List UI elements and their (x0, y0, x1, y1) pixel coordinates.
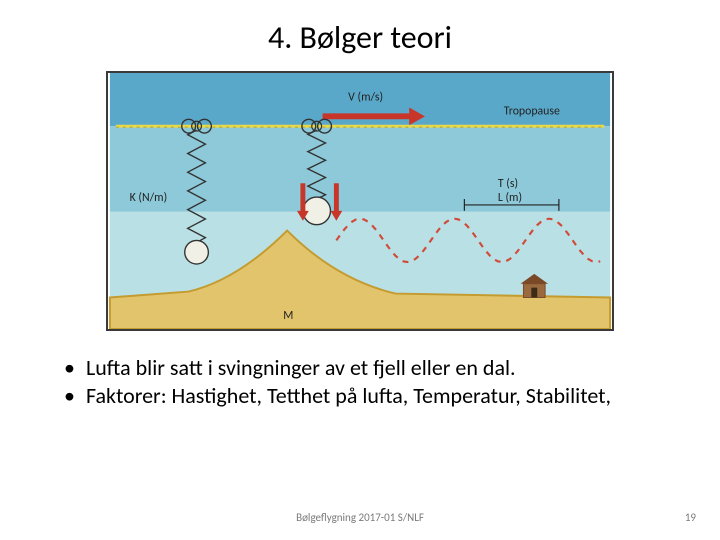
bullet-item: Lufta blir satt i svingninger av et fjel… (64, 355, 674, 381)
period-label: T (s) (498, 177, 518, 191)
footer-text: Bølgeflygning 2017-01 S/NLF (0, 511, 720, 524)
page-number: 19 (685, 511, 696, 524)
spring-constant-label: K (N/m) (130, 191, 168, 205)
slide-title: 4. Bølger teori (36, 18, 684, 57)
wavelength-label: L (m) (498, 191, 522, 205)
slide: 4. Bølger teori V (m/s) Tropopause K (N/m)… (0, 0, 720, 540)
diagram-svg: V (m/s) Tropopause K (N/m) M T (s)L (m) (108, 73, 612, 329)
bullet-item: Faktorer: Hastighet, Tetthet på lufta, T… (64, 383, 674, 409)
mass-label: M (283, 309, 293, 323)
bullet-list: Lufta blir satt i svingninger av et fjel… (64, 355, 674, 409)
velocity-label: V (m/s) (348, 91, 383, 105)
tropopause-label: Tropopause (504, 104, 560, 118)
wave-diagram: V (m/s) Tropopause K (N/m) M T (s)L (m) (106, 71, 614, 331)
